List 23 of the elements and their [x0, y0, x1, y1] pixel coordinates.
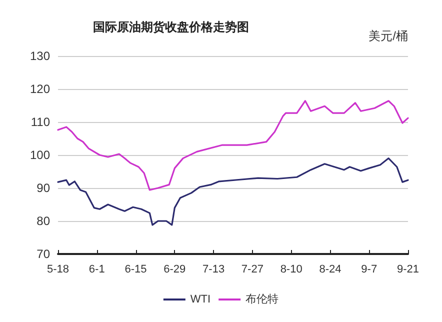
x-tick-label: 9-7	[361, 264, 378, 276]
x-tick-label: 5-18	[46, 264, 70, 276]
y-axis-title: 美元/桶	[368, 29, 408, 43]
line-series	[57, 158, 409, 226]
x-tick-label: 8-24	[319, 264, 342, 276]
y-tick-label: 120	[30, 82, 50, 96]
x-tick-label: 8-10	[280, 264, 302, 276]
x-tick-label: 6-1	[88, 264, 105, 276]
x-tick-label: 7-27	[241, 264, 264, 276]
line-series	[57, 100, 409, 191]
y-tick-label: 90	[36, 181, 50, 195]
chart-title: 国际原油期货收盘价格走势图	[93, 20, 249, 34]
y-tick-label: 100	[30, 148, 50, 162]
y-tick-label: 70	[36, 247, 50, 261]
legend-label: 布伦特	[246, 294, 279, 306]
y-tick-label: 80	[36, 214, 50, 228]
y-tick-label: 130	[30, 49, 50, 63]
x-tick-label: 6-15	[124, 264, 147, 276]
x-tick-label: 9-21	[396, 264, 420, 276]
y-tick-label: 110	[30, 115, 50, 129]
x-tick-label: 6-29	[164, 264, 186, 276]
legend-label: WTI	[190, 294, 211, 306]
x-tick-label: 7-13	[202, 264, 225, 276]
